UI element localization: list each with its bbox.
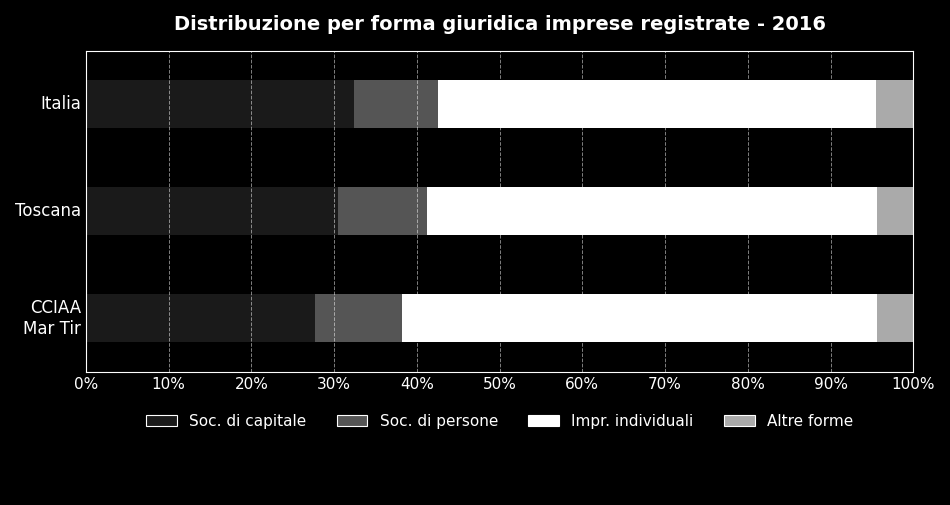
Bar bbox=[438, 80, 876, 128]
Bar bbox=[402, 294, 877, 342]
Bar bbox=[877, 187, 913, 235]
Bar bbox=[86, 80, 354, 128]
Legend: Soc. di capitale, Soc. di persone, Impr. individuali, Altre forme: Soc. di capitale, Soc. di persone, Impr.… bbox=[140, 408, 859, 435]
Bar bbox=[86, 187, 338, 235]
Bar bbox=[338, 187, 427, 235]
Bar bbox=[315, 294, 402, 342]
Bar bbox=[876, 80, 913, 128]
Bar bbox=[877, 294, 913, 342]
Title: Distribuzione per forma giuridica imprese registrate - 2016: Distribuzione per forma giuridica impres… bbox=[174, 15, 826, 34]
Bar bbox=[354, 80, 438, 128]
Bar bbox=[86, 294, 315, 342]
Bar bbox=[427, 187, 877, 235]
